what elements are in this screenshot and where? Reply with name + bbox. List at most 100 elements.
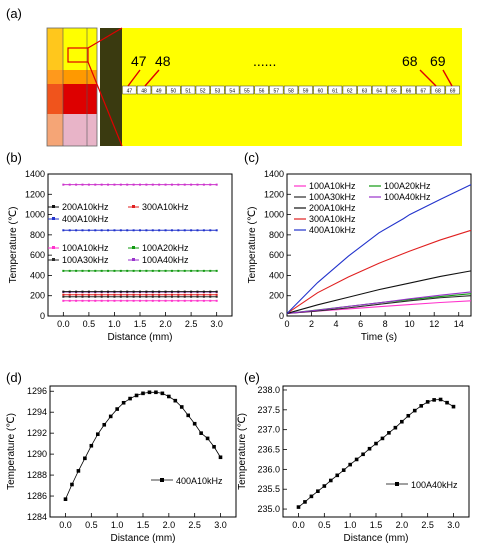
series-point: [81, 269, 84, 272]
node-cell-label: 49: [156, 88, 162, 94]
legend-marker: [132, 205, 135, 208]
series-point: [380, 436, 385, 441]
series-point: [87, 295, 90, 298]
series-point: [145, 295, 148, 298]
series-point: [445, 400, 449, 405]
series-point: [419, 404, 424, 408]
node-cell-label: 65: [391, 88, 397, 94]
series-point: [309, 494, 314, 499]
series-point: [126, 299, 129, 302]
series-point: [87, 269, 90, 272]
series-point: [190, 299, 193, 302]
series-point: [139, 293, 141, 296]
x-tick-label: 1.0: [344, 520, 357, 530]
series-point: [115, 407, 119, 411]
x-axis-label: Distance (mm): [343, 533, 408, 544]
series-point: [68, 295, 71, 298]
plot-frame: [49, 385, 237, 518]
node-cell-label: 61: [332, 88, 338, 94]
series-point: [139, 295, 141, 298]
y-tick-label: 800: [269, 230, 284, 240]
series-point: [75, 183, 78, 186]
node-cell-label: 67: [420, 88, 426, 94]
material-left-strip: [47, 28, 63, 146]
series-point: [100, 295, 103, 298]
series-point: [190, 183, 193, 186]
node-cell: [401, 85, 416, 95]
series-point: [196, 229, 199, 232]
series-point: [209, 290, 212, 293]
series-point: [158, 290, 161, 293]
series-point: [145, 293, 148, 296]
panel-b-label: (b): [6, 150, 22, 165]
node-cell-label: 64: [376, 88, 382, 94]
legend-marker: [395, 482, 399, 486]
series-point: [177, 295, 180, 298]
legend-label: 200A10kHz: [309, 203, 356, 213]
y-tick-label: 0: [279, 311, 284, 321]
x-tick-label: 0.5: [318, 520, 331, 530]
series-point: [158, 293, 161, 296]
series-point: [215, 269, 218, 272]
series-point: [100, 229, 103, 232]
series-point: [170, 290, 173, 293]
x-tick-label: 1.0: [111, 520, 124, 530]
series-point: [87, 293, 90, 296]
arrow-69: [442, 69, 453, 87]
series-point: [164, 183, 167, 186]
y-tick-label: 800: [30, 230, 45, 240]
series-point: [147, 390, 152, 395]
y-tick-label: 600: [30, 250, 45, 260]
series-point: [113, 229, 116, 232]
node-cell-label: 53: [215, 88, 221, 94]
chart-c: 0 2 4 6 8 10 12 14 0 200 400 600 800 1000 1200 1400 Time…: [247, 169, 472, 343]
y-tick-label: 400: [269, 270, 284, 280]
series-point: [108, 414, 113, 419]
panel-a: (a) 47 48 49 50 51 52 53 54 55 56 57 58 59 60 61 62 63 64…: [6, 6, 462, 147]
node-cell-label: 69: [450, 88, 456, 94]
series-point: [62, 290, 65, 293]
series-point: [158, 229, 161, 232]
y-tick-label: 237.0: [257, 425, 280, 435]
series-point: [374, 441, 378, 446]
x-tick-label: 2.0: [396, 520, 409, 530]
series-point: [361, 452, 365, 457]
series-point: [303, 500, 307, 504]
node-cell-label: 57: [274, 88, 280, 94]
series-point: [154, 390, 158, 395]
node-cell-label: 52: [200, 88, 206, 94]
arrow-68: [419, 69, 437, 87]
y-tick-label: 600: [269, 250, 284, 260]
series-point: [199, 431, 203, 435]
series-point: [196, 269, 199, 272]
series-point: [367, 446, 372, 451]
series-point: [75, 229, 78, 232]
chart-b: 0.0 0.5 1.0 1.5 2.0 2.5 3.0 0 200 400 600 800 1000 12…: [8, 169, 233, 343]
series-point: [215, 295, 218, 298]
series-point: [107, 290, 110, 293]
series-point: [94, 293, 97, 296]
series-point: [75, 293, 78, 296]
series-point: [160, 391, 165, 396]
series-point: [170, 293, 173, 296]
x-tick-label: 1.5: [370, 520, 383, 530]
node-cell-label: 63: [362, 88, 368, 94]
series-point: [113, 293, 116, 296]
series-point: [151, 293, 154, 296]
series-point: [209, 299, 212, 302]
series-point: [215, 299, 218, 302]
x-tick-label: 2.5: [188, 520, 201, 530]
series-point: [151, 290, 154, 293]
series-point: [348, 462, 352, 467]
series-point: [209, 269, 212, 272]
series-point: [119, 290, 122, 293]
series-point: [202, 299, 205, 302]
series-point: [341, 468, 346, 472]
series-point: [212, 444, 216, 449]
legend-label: 100A20kHz: [142, 243, 189, 253]
series-point: [107, 229, 110, 232]
series-point: [113, 290, 116, 293]
series-point: [94, 290, 97, 293]
plot-frame: [286, 173, 472, 317]
series-point: [190, 229, 193, 232]
